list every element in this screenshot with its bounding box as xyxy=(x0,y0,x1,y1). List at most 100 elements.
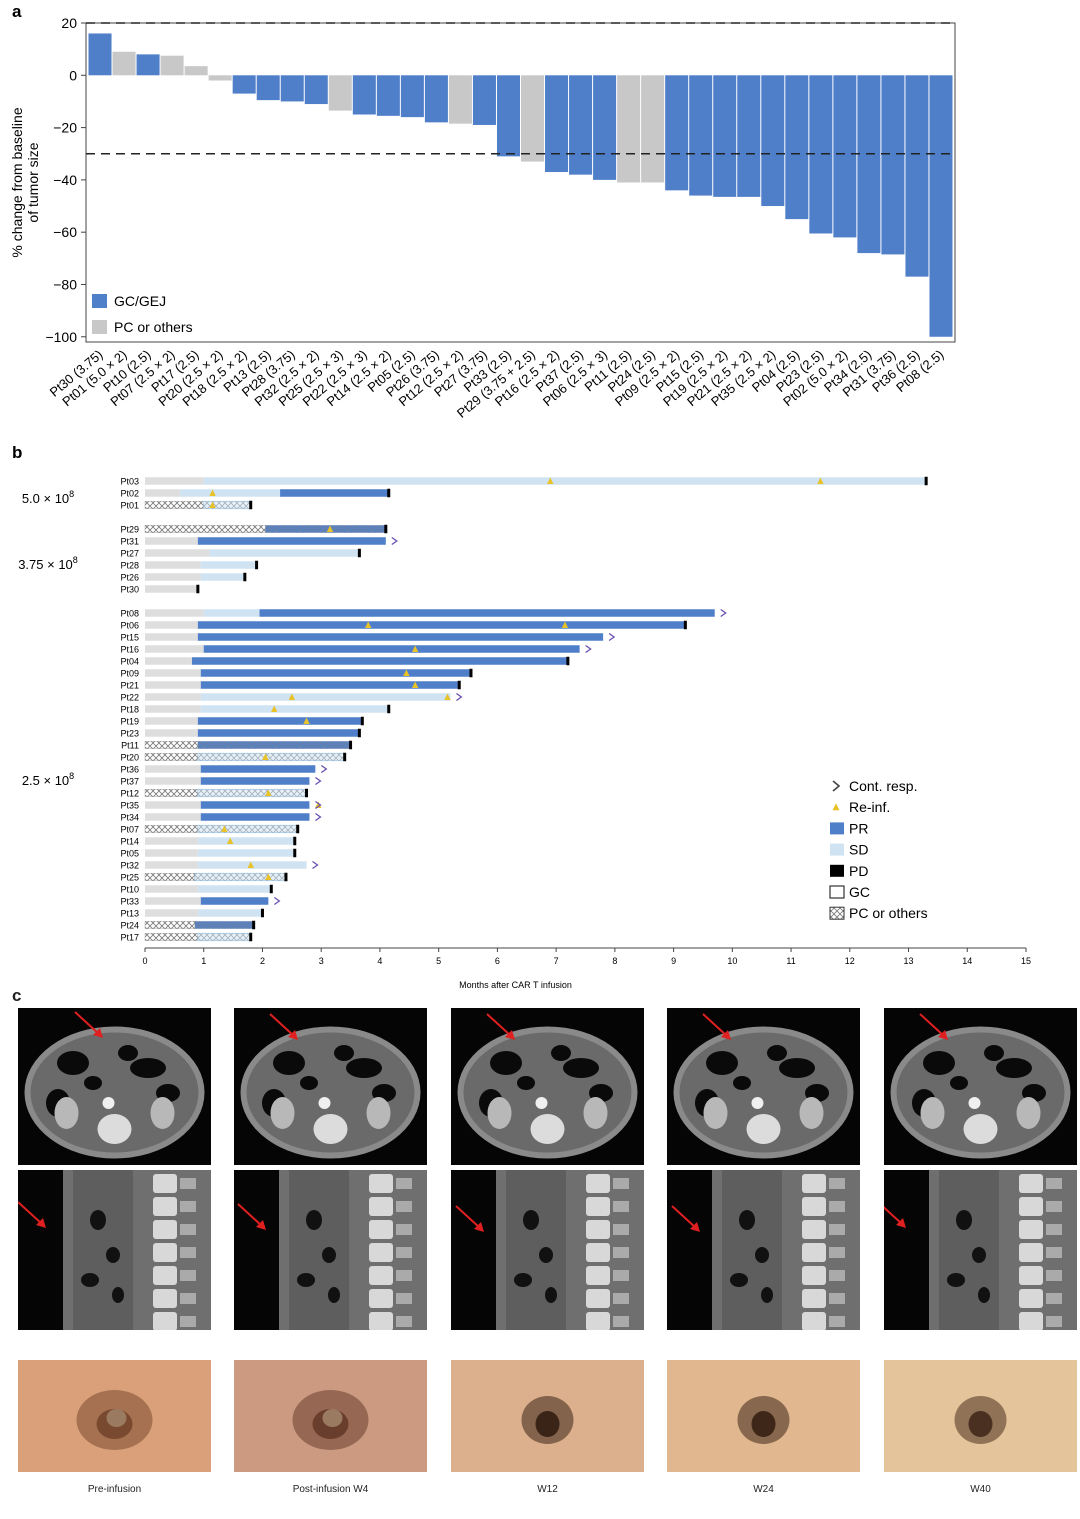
patient-label: Pt13 xyxy=(120,909,139,919)
bowel-gas xyxy=(130,1058,166,1078)
bowel-gas xyxy=(328,1287,340,1303)
bar xyxy=(929,75,953,337)
photo-image xyxy=(18,1360,211,1472)
legend-label: Re-inf. xyxy=(849,799,890,815)
bowel-gas xyxy=(106,1247,120,1263)
patient-label: Pt16 xyxy=(120,645,139,655)
response-segment-tint xyxy=(194,873,286,881)
vertebra xyxy=(369,1220,393,1239)
patient-label: Pt23 xyxy=(120,729,139,739)
response-segment xyxy=(200,693,451,701)
vertebra xyxy=(1019,1197,1043,1216)
pre-segment xyxy=(144,789,199,797)
bowel-gas xyxy=(779,1058,815,1078)
x-tick-label: 5 xyxy=(436,956,441,966)
red-arrowhead xyxy=(896,1218,906,1228)
sagittal-image xyxy=(451,1170,644,1330)
reinfusion-marker xyxy=(817,477,824,484)
bowel-gas xyxy=(730,1273,748,1287)
spinous-process xyxy=(613,1201,629,1212)
vertebra xyxy=(586,1312,610,1330)
spinous-process xyxy=(829,1178,845,1189)
vertebra xyxy=(153,1289,177,1308)
pd-marker xyxy=(384,524,388,534)
continued-response-marker xyxy=(391,536,398,546)
sagittal-image xyxy=(667,1170,860,1330)
response-segment xyxy=(200,765,316,773)
pre-segment xyxy=(145,717,198,725)
bar xyxy=(521,75,545,162)
continued-response-marker xyxy=(320,764,328,774)
red-arrow xyxy=(486,1013,512,1037)
vertebra xyxy=(802,1197,826,1216)
sagittal-scan xyxy=(884,1170,1077,1330)
reinfusion-marker xyxy=(247,861,254,868)
bowel-gas xyxy=(972,1247,986,1263)
bowel-gas xyxy=(947,1273,965,1287)
pre-segment xyxy=(145,861,198,869)
spinous-process xyxy=(396,1178,412,1189)
pre-segment xyxy=(145,489,181,497)
bowel-gas xyxy=(81,1273,99,1287)
bar xyxy=(545,75,569,173)
response-segment xyxy=(200,705,389,713)
patient-label: Pt35 xyxy=(120,801,139,811)
reinfusion-marker xyxy=(315,801,322,808)
red-arrowhead xyxy=(721,1030,731,1040)
patient-label: Pt14 xyxy=(120,837,139,847)
bowel-gas xyxy=(733,1076,751,1090)
bowel-gas xyxy=(739,1210,755,1230)
bar xyxy=(617,75,641,183)
pre-segment xyxy=(145,693,201,701)
pre-segment xyxy=(145,477,204,485)
spinous-process xyxy=(396,1201,412,1212)
bar xyxy=(857,75,881,254)
bowel-gas xyxy=(950,1076,968,1090)
photo-image xyxy=(667,1360,860,1472)
vertebra xyxy=(153,1312,177,1330)
photo-scan xyxy=(451,1360,644,1472)
vertebra xyxy=(153,1220,177,1239)
legend-symbol xyxy=(830,843,844,856)
legend-label: PR xyxy=(849,820,868,836)
y-tick-label: −20 xyxy=(53,120,77,136)
bar xyxy=(304,75,328,105)
bowel-gas xyxy=(978,1287,990,1303)
pd-marker xyxy=(293,836,297,846)
bar xyxy=(785,75,809,220)
pd-marker xyxy=(293,848,297,858)
vertebra xyxy=(802,1174,826,1193)
patient-label: Pt25 xyxy=(120,873,139,883)
axial-image xyxy=(18,1008,211,1165)
spinous-process xyxy=(180,1178,196,1189)
y-tick-label: −100 xyxy=(45,329,77,345)
sagittal-image xyxy=(18,1170,211,1330)
spinous-process xyxy=(180,1270,196,1281)
red-arrow xyxy=(702,1013,728,1037)
red-arrow xyxy=(919,1013,945,1037)
legend-label: GC/GEJ xyxy=(114,293,166,309)
spinous-process xyxy=(1046,1201,1062,1212)
patient-label: Pt33 xyxy=(120,897,139,907)
pre-segment xyxy=(144,825,199,833)
response-segment xyxy=(203,609,260,617)
pre-segment xyxy=(145,705,201,713)
spinous-process xyxy=(613,1270,629,1281)
bar xyxy=(88,33,112,76)
bar xyxy=(112,51,136,76)
bar xyxy=(232,75,256,94)
sagittal-image xyxy=(234,1170,427,1330)
pre-segment xyxy=(144,501,204,509)
vertebra xyxy=(369,1266,393,1285)
x-tick-label: 11 xyxy=(786,956,795,966)
response-segment-tint xyxy=(197,933,251,941)
response-segment xyxy=(197,717,363,725)
bowel-gas xyxy=(551,1045,571,1061)
dose-group-label: 2.5 × 108 xyxy=(22,771,74,788)
pre-segment xyxy=(145,909,198,917)
response-segment xyxy=(259,609,715,617)
continued-response-marker xyxy=(312,860,319,870)
pre-segment xyxy=(144,741,199,749)
vertebra xyxy=(313,1114,348,1144)
